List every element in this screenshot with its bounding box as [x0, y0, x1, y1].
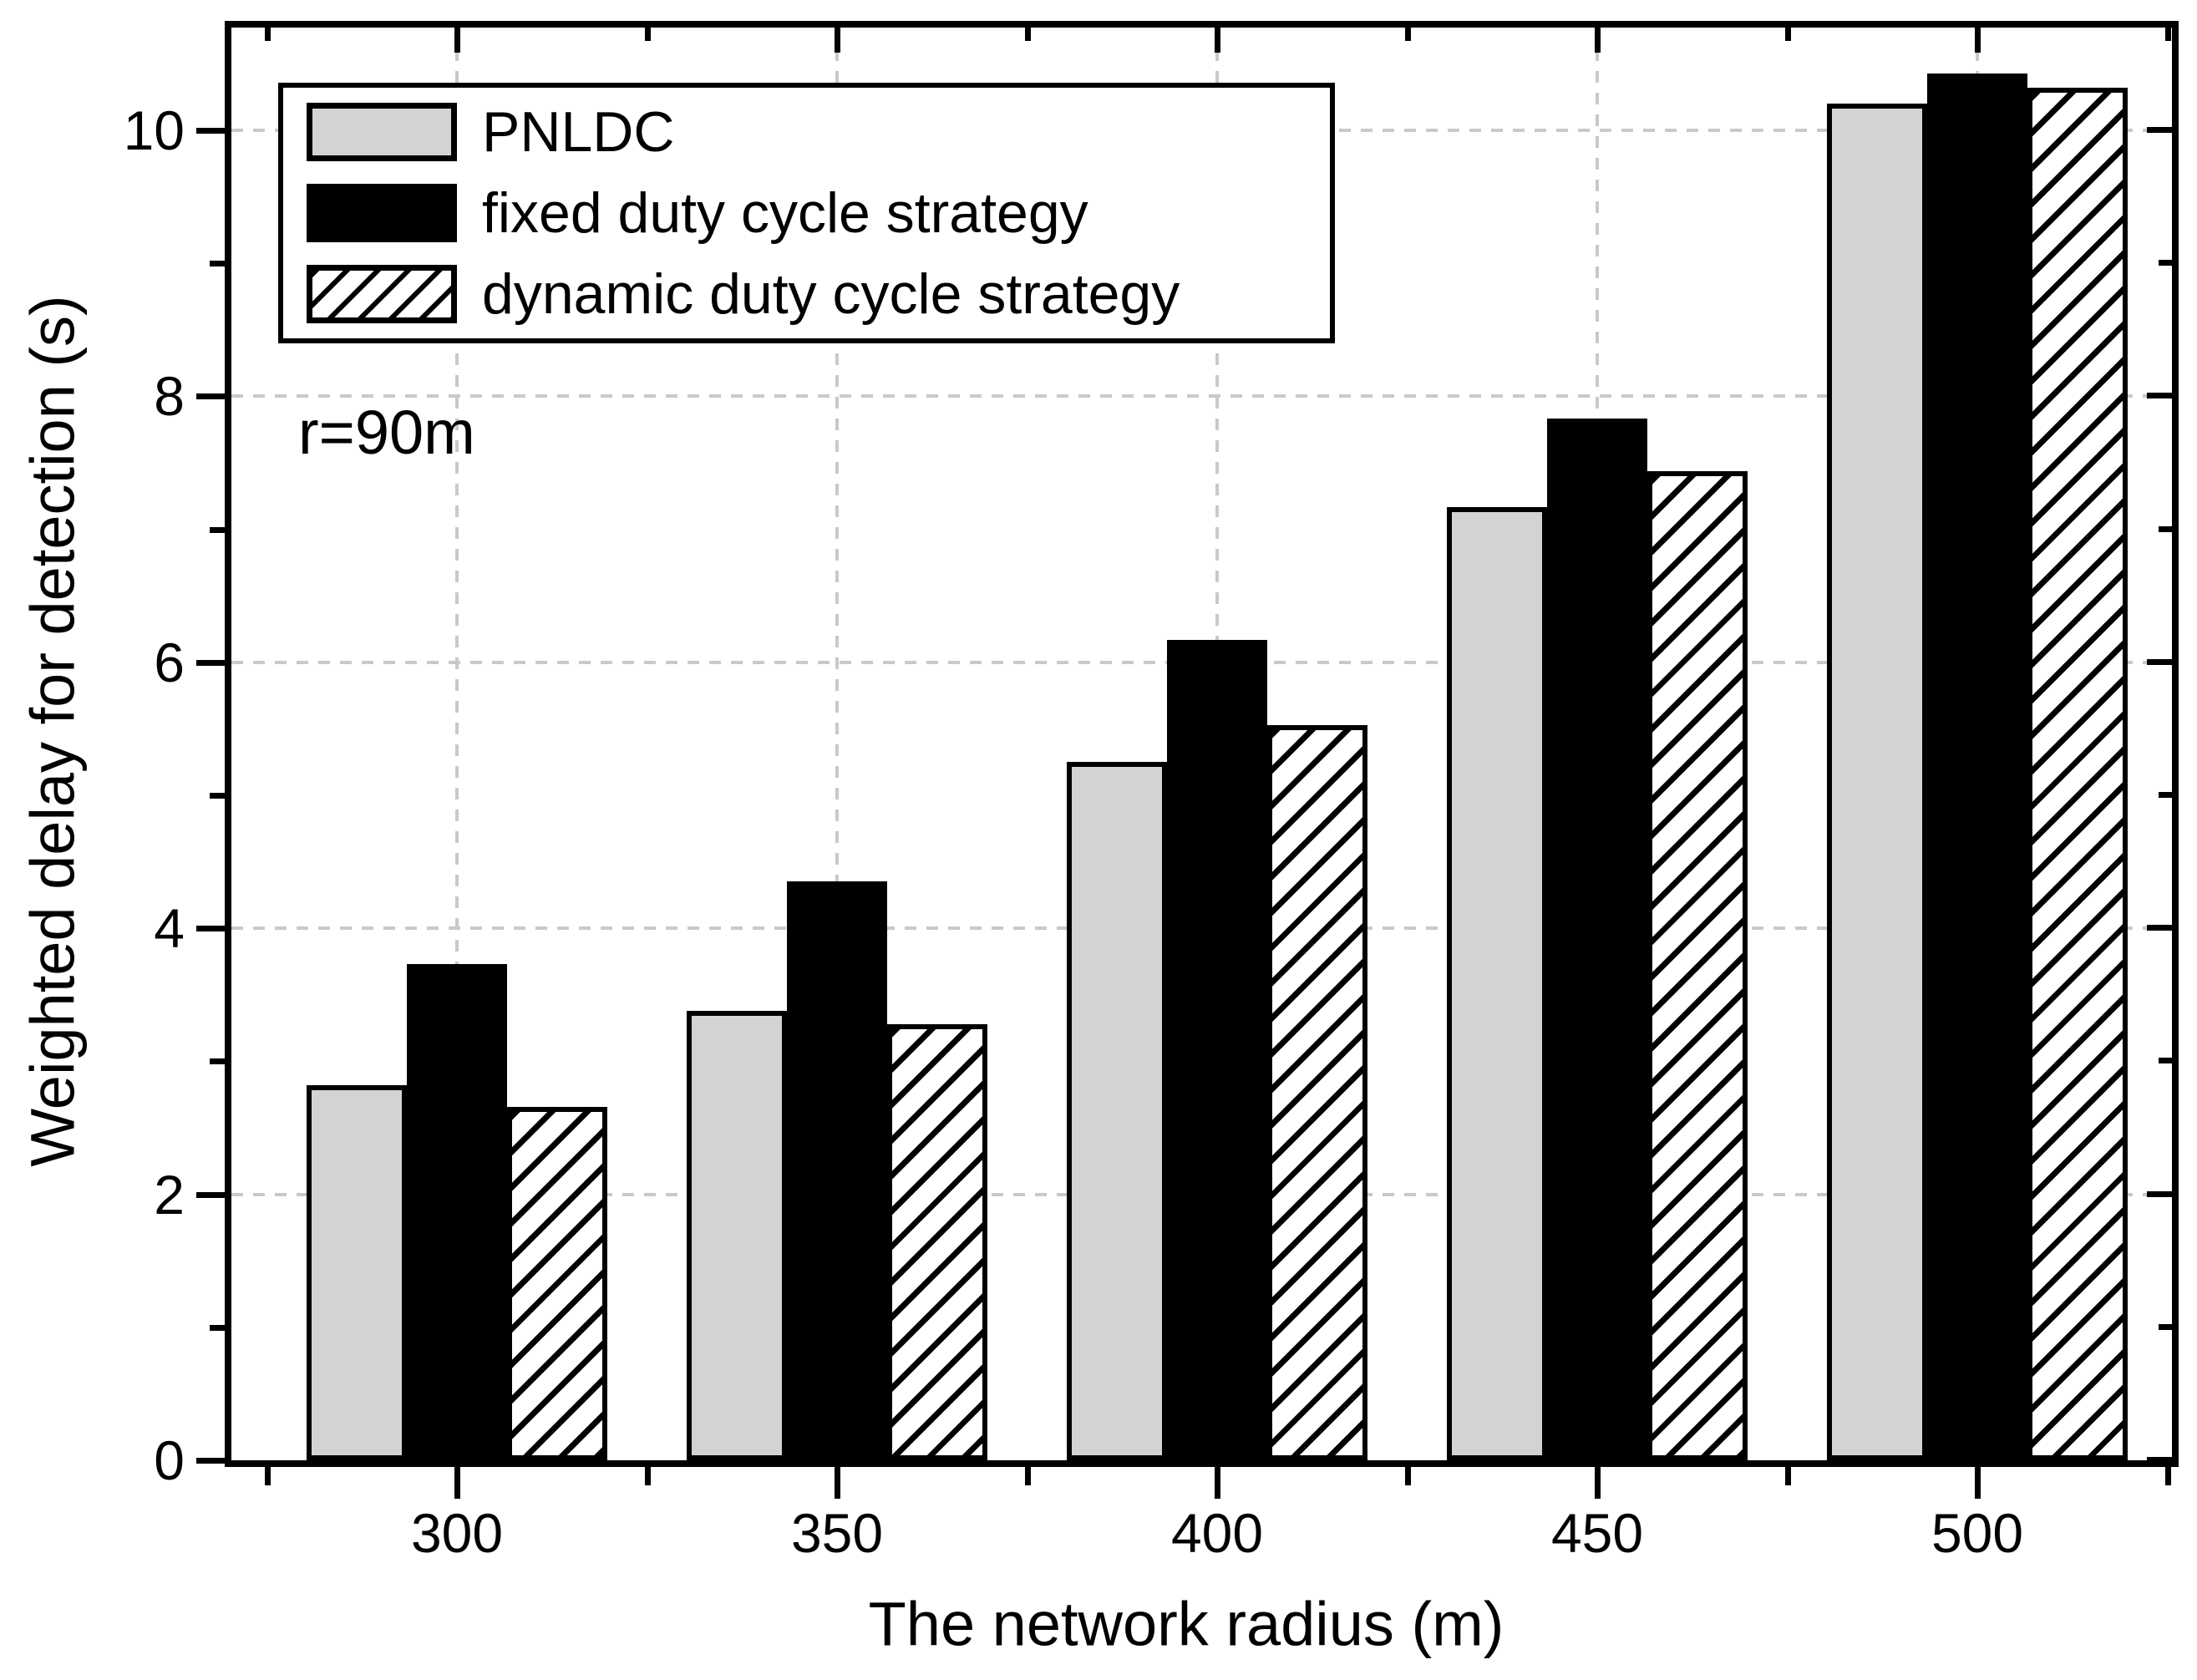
y-tick-label-10: 10 — [123, 99, 185, 161]
tick-bottom-minor-0 — [264, 1467, 271, 1485]
bar-dynamic-duty-cycle-strategy-500 — [2027, 88, 2128, 1460]
tick-top-major-350 — [835, 28, 840, 53]
bar-fixed-duty-cycle-strategy-450 — [1547, 419, 1647, 1460]
tick-right-major-10 — [2147, 127, 2172, 133]
tick-top-major-300 — [454, 28, 460, 53]
tick-bottom-major-300 — [454, 1467, 460, 1499]
bar-fixed-duty-cycle-strategy-500 — [1927, 74, 2027, 1460]
bar-pnldc-350 — [687, 1011, 787, 1460]
tick-bottom-minor-2 — [1024, 1467, 1031, 1485]
tick-right-major-2 — [2147, 1190, 2172, 1197]
tick-right-major-6 — [2147, 658, 2172, 665]
bar-pnldc-500 — [1827, 104, 1927, 1460]
tick-top-minor-0 — [264, 28, 271, 41]
gridline-x-300 — [455, 28, 459, 1460]
tick-left-major-2 — [196, 1191, 225, 1198]
bar-pnldc-450 — [1447, 507, 1547, 1460]
gridline-x-350 — [835, 28, 839, 1460]
y-tick-label-4: 4 — [154, 897, 185, 960]
tick-bottom-major-400 — [1215, 1467, 1220, 1499]
tick-bottom-minor-5 — [2164, 1467, 2171, 1485]
bar-dynamic-duty-cycle-strategy-300 — [507, 1107, 607, 1460]
tick-left-minor-7 — [210, 526, 225, 533]
gridline-y-8 — [231, 394, 2172, 398]
y-tick-label-6: 6 — [154, 631, 185, 693]
tick-top-minor-1 — [644, 28, 651, 41]
tick-right-minor-9 — [2159, 260, 2172, 266]
plot-area: r=90m PNLDC fixed duty cycle strategy dyna… — [225, 21, 2179, 1467]
tick-left-major-4 — [196, 926, 225, 932]
tick-bottom-minor-3 — [1404, 1467, 1411, 1485]
bar-dynamic-duty-cycle-strategy-400 — [1267, 725, 1367, 1460]
plot-inner: r=90m PNLDC fixed duty cycle strategy dyna… — [231, 28, 2172, 1460]
tick-left-minor-5 — [210, 793, 225, 799]
legend-item-dynamic-duty-cycle-strategy: dynamic duty cycle strategy — [307, 265, 1322, 323]
tick-bottom-major-350 — [835, 1467, 840, 1499]
x-tick-label-300: 300 — [410, 1502, 504, 1564]
tick-bottom-minor-4 — [1784, 1467, 1791, 1485]
y-tick-label-8: 8 — [154, 365, 185, 428]
tick-bottom-minor-1 — [644, 1467, 651, 1485]
x-tick-label-500: 500 — [1931, 1502, 2024, 1564]
bar-fixed-duty-cycle-strategy-300 — [407, 964, 507, 1460]
bar-pnldc-300 — [307, 1085, 407, 1460]
tick-top-major-450 — [1595, 28, 1601, 53]
legend-swatch-black — [307, 184, 457, 242]
legend-swatch-gray — [307, 103, 457, 161]
x-axis-title: The network radius (m) — [868, 1589, 1504, 1659]
tick-left-major-8 — [196, 393, 225, 400]
tick-right-major-8 — [2147, 393, 2172, 399]
bar-fixed-duty-cycle-strategy-350 — [787, 881, 887, 1460]
bar-dynamic-duty-cycle-strategy-350 — [887, 1024, 987, 1460]
legend-item-fixed-duty-cycle-strategy: fixed duty cycle strategy — [307, 184, 1322, 242]
tick-top-minor-2 — [1024, 28, 1031, 41]
legend-label-pnldc: PNLDC — [482, 100, 675, 164]
bar-fixed-duty-cycle-strategy-400 — [1167, 640, 1267, 1460]
legend-label-dynamic-duty-cycle-strategy: dynamic duty cycle strategy — [482, 262, 1180, 326]
tick-top-minor-4 — [1784, 28, 1791, 41]
tick-right-minor-7 — [2159, 525, 2172, 532]
y-tick-label-0: 0 — [154, 1429, 185, 1491]
tick-right-minor-1 — [2159, 1323, 2172, 1330]
tick-bottom-major-500 — [1975, 1467, 1981, 1499]
tick-left-minor-1 — [210, 1324, 225, 1331]
tick-top-minor-3 — [1404, 28, 1411, 41]
x-tick-label-350: 350 — [790, 1502, 884, 1564]
tick-left-minor-9 — [210, 261, 225, 267]
legend: PNLDC fixed duty cycle strategy dynamic du… — [278, 83, 1335, 343]
bar-pnldc-400 — [1067, 762, 1167, 1460]
bar-dynamic-duty-cycle-strategy-450 — [1647, 471, 1748, 1460]
tick-top-minor-5 — [2164, 28, 2171, 41]
annotation-r90m: r=90m — [298, 398, 475, 467]
y-axis-title: Weighted delay for detection (s) — [18, 295, 88, 1167]
legend-item-pnldc: PNLDC — [307, 103, 1322, 161]
tick-top-major-500 — [1975, 28, 1981, 53]
tick-left-major-0 — [196, 1458, 225, 1464]
y-tick-label-2: 2 — [154, 1163, 185, 1226]
tick-right-major-0 — [2147, 1457, 2172, 1460]
tick-left-major-10 — [196, 128, 225, 134]
legend-swatch-hatch — [307, 265, 457, 323]
x-tick-label-400: 400 — [1170, 1502, 1264, 1564]
legend-label-fixed-duty-cycle-strategy: fixed duty cycle strategy — [482, 181, 1088, 245]
tick-left-minor-3 — [210, 1058, 225, 1065]
tick-left-major-6 — [196, 659, 225, 666]
tick-right-major-4 — [2147, 925, 2172, 931]
x-tick-label-450: 450 — [1550, 1502, 1644, 1564]
tick-top-major-400 — [1215, 28, 1220, 53]
tick-right-minor-5 — [2159, 792, 2172, 798]
tick-bottom-major-450 — [1595, 1467, 1601, 1499]
tick-right-minor-3 — [2159, 1058, 2172, 1064]
